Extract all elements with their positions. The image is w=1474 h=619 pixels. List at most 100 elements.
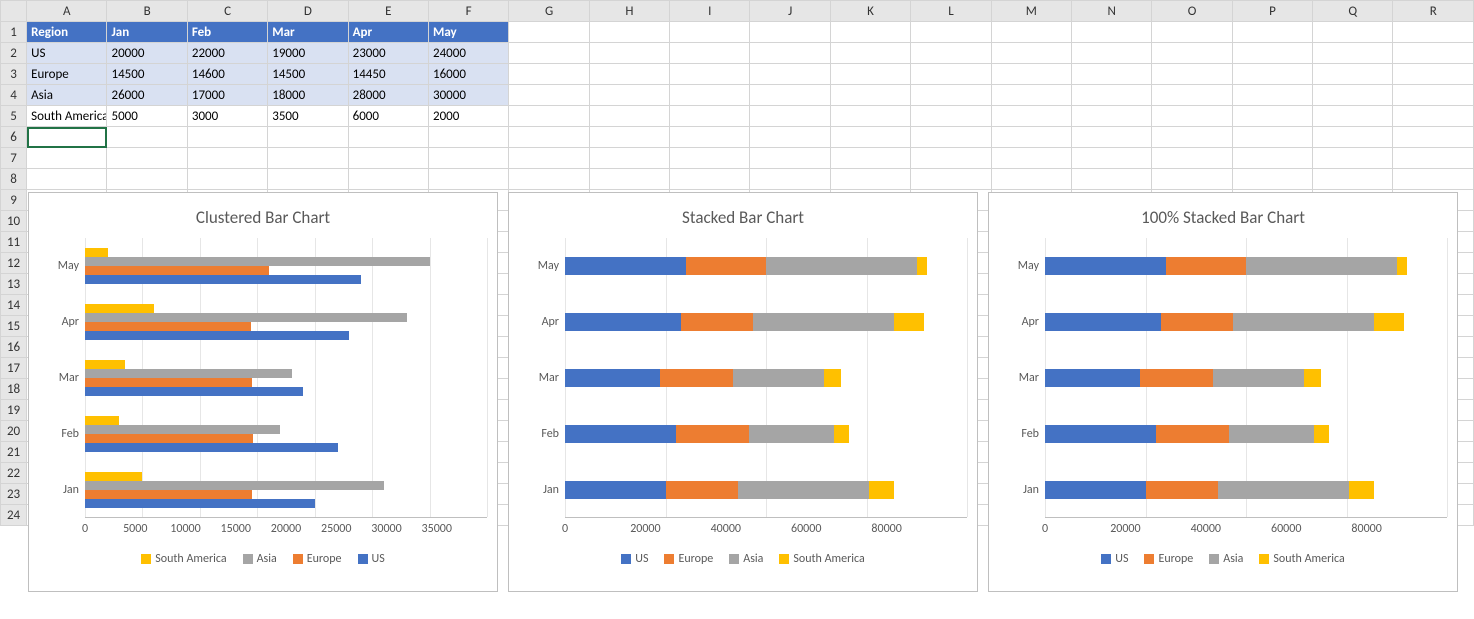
cell-G8[interactable] [509, 169, 589, 190]
cell-B3[interactable]: 14500 [107, 64, 187, 85]
cell-K7[interactable] [830, 148, 910, 169]
cell-A7[interactable] [27, 148, 107, 169]
cell-Q5[interactable] [1313, 106, 1393, 127]
cell-F3[interactable]: 16000 [428, 64, 508, 85]
cell-D8[interactable] [268, 169, 348, 190]
cell-Q4[interactable] [1313, 85, 1393, 106]
cell-P5[interactable] [1232, 106, 1312, 127]
row-header-13[interactable]: 13 [1, 274, 27, 295]
cell-J8[interactable] [750, 169, 830, 190]
cell-H1[interactable] [589, 22, 669, 43]
cell-P2[interactable] [1232, 43, 1312, 64]
col-header-A[interactable]: A [27, 1, 107, 22]
cell-P3[interactable] [1232, 64, 1312, 85]
cell-D5[interactable]: 3500 [268, 106, 348, 127]
cell-L4[interactable] [911, 85, 991, 106]
cell-N6[interactable] [1071, 127, 1151, 148]
stacked-bar-chart[interactable]: Stacked Bar ChartMayAprMarFebJan02000040… [508, 192, 978, 592]
cell-O8[interactable] [1152, 169, 1232, 190]
cell-H4[interactable] [589, 85, 669, 106]
cell-Q3[interactable] [1313, 64, 1393, 85]
cell-P4[interactable] [1232, 85, 1312, 106]
row-header-18[interactable]: 18 [1, 379, 27, 400]
col-header-I[interactable]: I [670, 1, 750, 22]
col-header-H[interactable]: H [589, 1, 669, 22]
cell-D7[interactable] [268, 148, 348, 169]
row-header-12[interactable]: 12 [1, 253, 27, 274]
cell-J6[interactable] [750, 127, 830, 148]
row-header-20[interactable]: 20 [1, 421, 27, 442]
row-header-23[interactable]: 23 [1, 484, 27, 505]
cell-M5[interactable] [991, 106, 1071, 127]
cell-B4[interactable]: 26000 [107, 85, 187, 106]
cell-B7[interactable] [107, 148, 187, 169]
cell-I2[interactable] [670, 43, 750, 64]
cell-L8[interactable] [911, 169, 991, 190]
cell-C6[interactable] [187, 127, 267, 148]
cell-D6[interactable] [268, 127, 348, 148]
cell-E1[interactable]: Apr [348, 22, 428, 43]
cell-C5[interactable]: 3000 [187, 106, 267, 127]
cell-E2[interactable]: 23000 [348, 43, 428, 64]
cell-D1[interactable]: Mar [268, 22, 348, 43]
col-header-P[interactable]: P [1232, 1, 1312, 22]
cell-L1[interactable] [911, 22, 991, 43]
cell-E3[interactable]: 14450 [348, 64, 428, 85]
cell-G2[interactable] [509, 43, 589, 64]
row-header-11[interactable]: 11 [1, 232, 27, 253]
cell-N1[interactable] [1071, 22, 1151, 43]
col-header-M[interactable]: M [991, 1, 1071, 22]
row-header-15[interactable]: 15 [1, 316, 27, 337]
cell-L5[interactable] [911, 106, 991, 127]
cell-R4[interactable] [1393, 85, 1474, 106]
select-all-corner[interactable] [1, 1, 27, 22]
row-header-1[interactable]: 1 [1, 22, 27, 43]
cell-M1[interactable] [991, 22, 1071, 43]
row-header-16[interactable]: 16 [1, 337, 27, 358]
cell-P6[interactable] [1232, 127, 1312, 148]
cell-B8[interactable] [107, 169, 187, 190]
col-header-L[interactable]: L [911, 1, 991, 22]
cell-C2[interactable]: 22000 [187, 43, 267, 64]
col-header-J[interactable]: J [750, 1, 830, 22]
cell-C4[interactable]: 17000 [187, 85, 267, 106]
cell-Q2[interactable] [1313, 43, 1393, 64]
cell-O1[interactable] [1152, 22, 1232, 43]
cell-F7[interactable] [428, 148, 508, 169]
cell-A3[interactable]: Europe [27, 64, 107, 85]
row-header-3[interactable]: 3 [1, 64, 27, 85]
cell-N5[interactable] [1071, 106, 1151, 127]
cell-L3[interactable] [911, 64, 991, 85]
row-header-2[interactable]: 2 [1, 43, 27, 64]
cell-C8[interactable] [187, 169, 267, 190]
cell-E5[interactable]: 6000 [348, 106, 428, 127]
cell-D2[interactable]: 19000 [268, 43, 348, 64]
cell-I5[interactable] [670, 106, 750, 127]
cell-I6[interactable] [670, 127, 750, 148]
cell-B6[interactable] [107, 127, 187, 148]
cell-N2[interactable] [1071, 43, 1151, 64]
cell-O4[interactable] [1152, 85, 1232, 106]
cell-I1[interactable] [670, 22, 750, 43]
cell-M3[interactable] [991, 64, 1071, 85]
cell-L2[interactable] [911, 43, 991, 64]
cell-N8[interactable] [1071, 169, 1151, 190]
cell-E4[interactable]: 28000 [348, 85, 428, 106]
cell-I8[interactable] [670, 169, 750, 190]
row-header-19[interactable]: 19 [1, 400, 27, 421]
cell-J5[interactable] [750, 106, 830, 127]
cell-F2[interactable]: 24000 [428, 43, 508, 64]
cell-B2[interactable]: 20000 [107, 43, 187, 64]
row-header-21[interactable]: 21 [1, 442, 27, 463]
cell-I4[interactable] [670, 85, 750, 106]
cell-R5[interactable] [1393, 106, 1474, 127]
cell-G6[interactable] [509, 127, 589, 148]
cell-G1[interactable] [509, 22, 589, 43]
cell-F8[interactable] [428, 169, 508, 190]
row-header-17[interactable]: 17 [1, 358, 27, 379]
cell-G3[interactable] [509, 64, 589, 85]
cell-K5[interactable] [830, 106, 910, 127]
cell-K1[interactable] [830, 22, 910, 43]
cell-M6[interactable] [991, 127, 1071, 148]
cell-R2[interactable] [1393, 43, 1474, 64]
